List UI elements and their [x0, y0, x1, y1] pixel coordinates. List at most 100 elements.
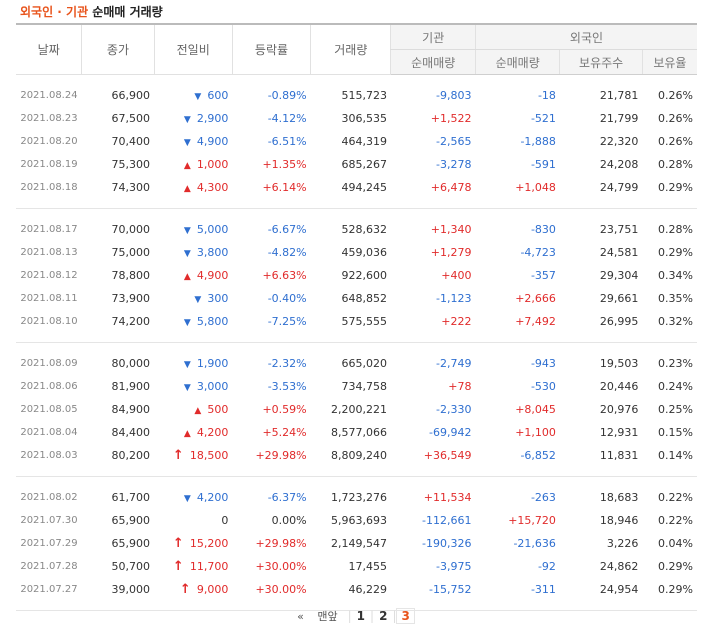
- date-cell: 2021.07.30: [20, 515, 78, 526]
- institution-net-cell: -69,942: [428, 426, 472, 439]
- volume-cell: 665,020: [341, 357, 387, 370]
- close-cell: 74,300: [111, 181, 151, 194]
- foreign-ratio-cell: 0.04%: [658, 537, 693, 550]
- foreign-ratio-cell: 0.29%: [658, 181, 693, 194]
- foreign-net-cell: +8,045: [515, 403, 556, 416]
- change-cell: ▲ 1,000: [154, 153, 232, 176]
- foreign-net-cell: -311: [530, 583, 556, 596]
- double-chevron-left-icon: «: [297, 610, 304, 623]
- header-change: 전일비: [153, 23, 233, 75]
- limit-up-arrow-icon: ↑: [172, 448, 184, 463]
- close-cell: 65,900: [111, 537, 151, 550]
- change-cell: ▲ 500: [154, 398, 232, 421]
- rate-cell: +29.98%: [255, 449, 307, 462]
- volume-cell: 515,723: [341, 89, 387, 102]
- foreign-ratio-cell: 0.26%: [658, 135, 693, 148]
- table-row: 2021.08.23 67,500 ▼ 2,900 -4.12% 306,535 +1,52…: [16, 107, 697, 130]
- rate-cell: -4.82%: [267, 246, 307, 259]
- change-value: 18,500: [189, 449, 229, 462]
- volume-cell: 306,535: [341, 112, 387, 125]
- page-link-2[interactable]: 2: [379, 609, 388, 623]
- institution-net-cell: +222: [441, 315, 472, 328]
- triangle-down-icon: ▼: [183, 138, 191, 148]
- close-cell: 65,900: [111, 514, 151, 527]
- limit-up-arrow-icon: ↑: [179, 582, 191, 597]
- page-link-1[interactable]: 1: [356, 609, 366, 623]
- foreign-net-cell: -263: [530, 491, 556, 504]
- close-cell: 81,900: [111, 380, 151, 393]
- change-value: 500: [207, 403, 229, 416]
- triangle-down-icon: ▼: [183, 226, 191, 236]
- foreign-net-cell: -4,723: [520, 246, 556, 259]
- date-cell: 2021.08.11: [20, 293, 78, 304]
- table-row: 2021.08.02 61,700 ▼ 4,200 -6.37% 1,723,276 +11…: [16, 486, 697, 509]
- table-row: 2021.07.30 65,900 0 0.00% 5,963,693 -112,661 +…: [16, 509, 697, 532]
- close-cell: 80,000: [111, 357, 151, 370]
- limit-up-arrow-icon: ↑: [172, 536, 184, 551]
- foreign-holdings-cell: 29,304: [599, 269, 639, 282]
- foreign-ratio-cell: 0.15%: [658, 426, 693, 439]
- volume-cell: 464,319: [341, 135, 387, 148]
- foreign-ratio-cell: 0.28%: [658, 223, 693, 236]
- change-cell: ↑ 11,700: [154, 555, 232, 578]
- rate-cell: -7.25%: [267, 315, 307, 328]
- foreign-holdings-cell: 11,831: [599, 449, 639, 462]
- date-cell: 2021.07.29: [20, 538, 78, 549]
- header-rate: 등락률: [231, 23, 311, 75]
- foreign-net-cell: -1,888: [520, 135, 556, 148]
- close-cell: 73,900: [111, 292, 151, 305]
- close-cell: 84,900: [111, 403, 151, 416]
- rate-cell: +1.35%: [262, 158, 307, 171]
- section-title: 외국인 · 기관 순매매 거래량: [20, 3, 163, 20]
- foreign-ratio-cell: 0.28%: [658, 158, 693, 171]
- change-value: 3,000: [196, 380, 229, 393]
- volume-cell: 1,723,276: [331, 491, 387, 504]
- header-close: 종가: [81, 23, 155, 75]
- foreign-holdings-cell: 19,503: [599, 357, 639, 370]
- page-link-current[interactable]: 3: [396, 608, 415, 624]
- foreign-holdings-cell: 12,931: [599, 426, 639, 439]
- rate-cell: +6.63%: [262, 269, 307, 282]
- date-cell: 2021.07.28: [20, 561, 78, 572]
- table-row: 2021.08.19 75,300 ▲ 1,000 +1.35% 685,267 -3,27…: [16, 153, 697, 176]
- change-value: 5,800: [196, 315, 229, 328]
- table-row: 2021.08.09 80,000 ▼ 1,900 -2.32% 665,020 -2,74…: [16, 352, 697, 375]
- close-cell: 66,900: [111, 89, 151, 102]
- foreign-ratio-cell: 0.35%: [658, 292, 693, 305]
- institution-net-cell: +1,340: [430, 223, 472, 236]
- change-cell: ▼ 300: [154, 287, 232, 310]
- rate-cell: -6.67%: [267, 223, 307, 236]
- foreign-net-cell: -943: [530, 357, 556, 370]
- triangle-up-icon: ▲: [194, 406, 202, 416]
- foreign-holdings-cell: 23,751: [599, 223, 639, 236]
- table-body: 2021.08.24 66,900 ▼ 600 -0.89% 515,723 -9,803 -…: [16, 75, 697, 611]
- foreign-holdings-cell: 3,226: [606, 537, 639, 550]
- date-cell: 2021.08.06: [20, 381, 78, 392]
- first-page-link[interactable]: « 맨앞: [287, 608, 347, 624]
- foreign-ratio-cell: 0.26%: [658, 112, 693, 125]
- change-cell: ▲ 4,200: [154, 421, 232, 444]
- rate-cell: -6.51%: [267, 135, 307, 148]
- change-value: 11,700: [189, 560, 229, 573]
- change-cell: ↑ 15,200: [154, 532, 232, 555]
- group-spacer: [16, 477, 697, 487]
- group-divider: [16, 333, 697, 343]
- foreign-ratio-cell: 0.23%: [658, 357, 693, 370]
- volume-cell: 17,455: [348, 560, 387, 573]
- volume-cell: 734,758: [341, 380, 387, 393]
- date-cell: 2021.07.27: [20, 584, 78, 595]
- rate-cell: -6.37%: [267, 491, 307, 504]
- change-value: 4,900: [196, 269, 229, 282]
- rate-cell: -4.12%: [267, 112, 307, 125]
- foreign-net-cell: +2,666: [515, 292, 556, 305]
- institution-net-cell: +6,478: [430, 181, 472, 194]
- date-cell: 2021.08.02: [20, 492, 78, 503]
- change-cell: ▲ 4,900: [154, 264, 232, 287]
- volume-cell: 528,632: [341, 223, 387, 236]
- rate-cell: +30.00%: [255, 560, 307, 573]
- foreign-net-cell: -591: [530, 158, 556, 171]
- change-value: 4,300: [196, 181, 229, 194]
- foreign-ratio-cell: 0.14%: [658, 449, 693, 462]
- date-cell: 2021.08.20: [20, 136, 78, 147]
- rate-cell: +30.00%: [255, 583, 307, 596]
